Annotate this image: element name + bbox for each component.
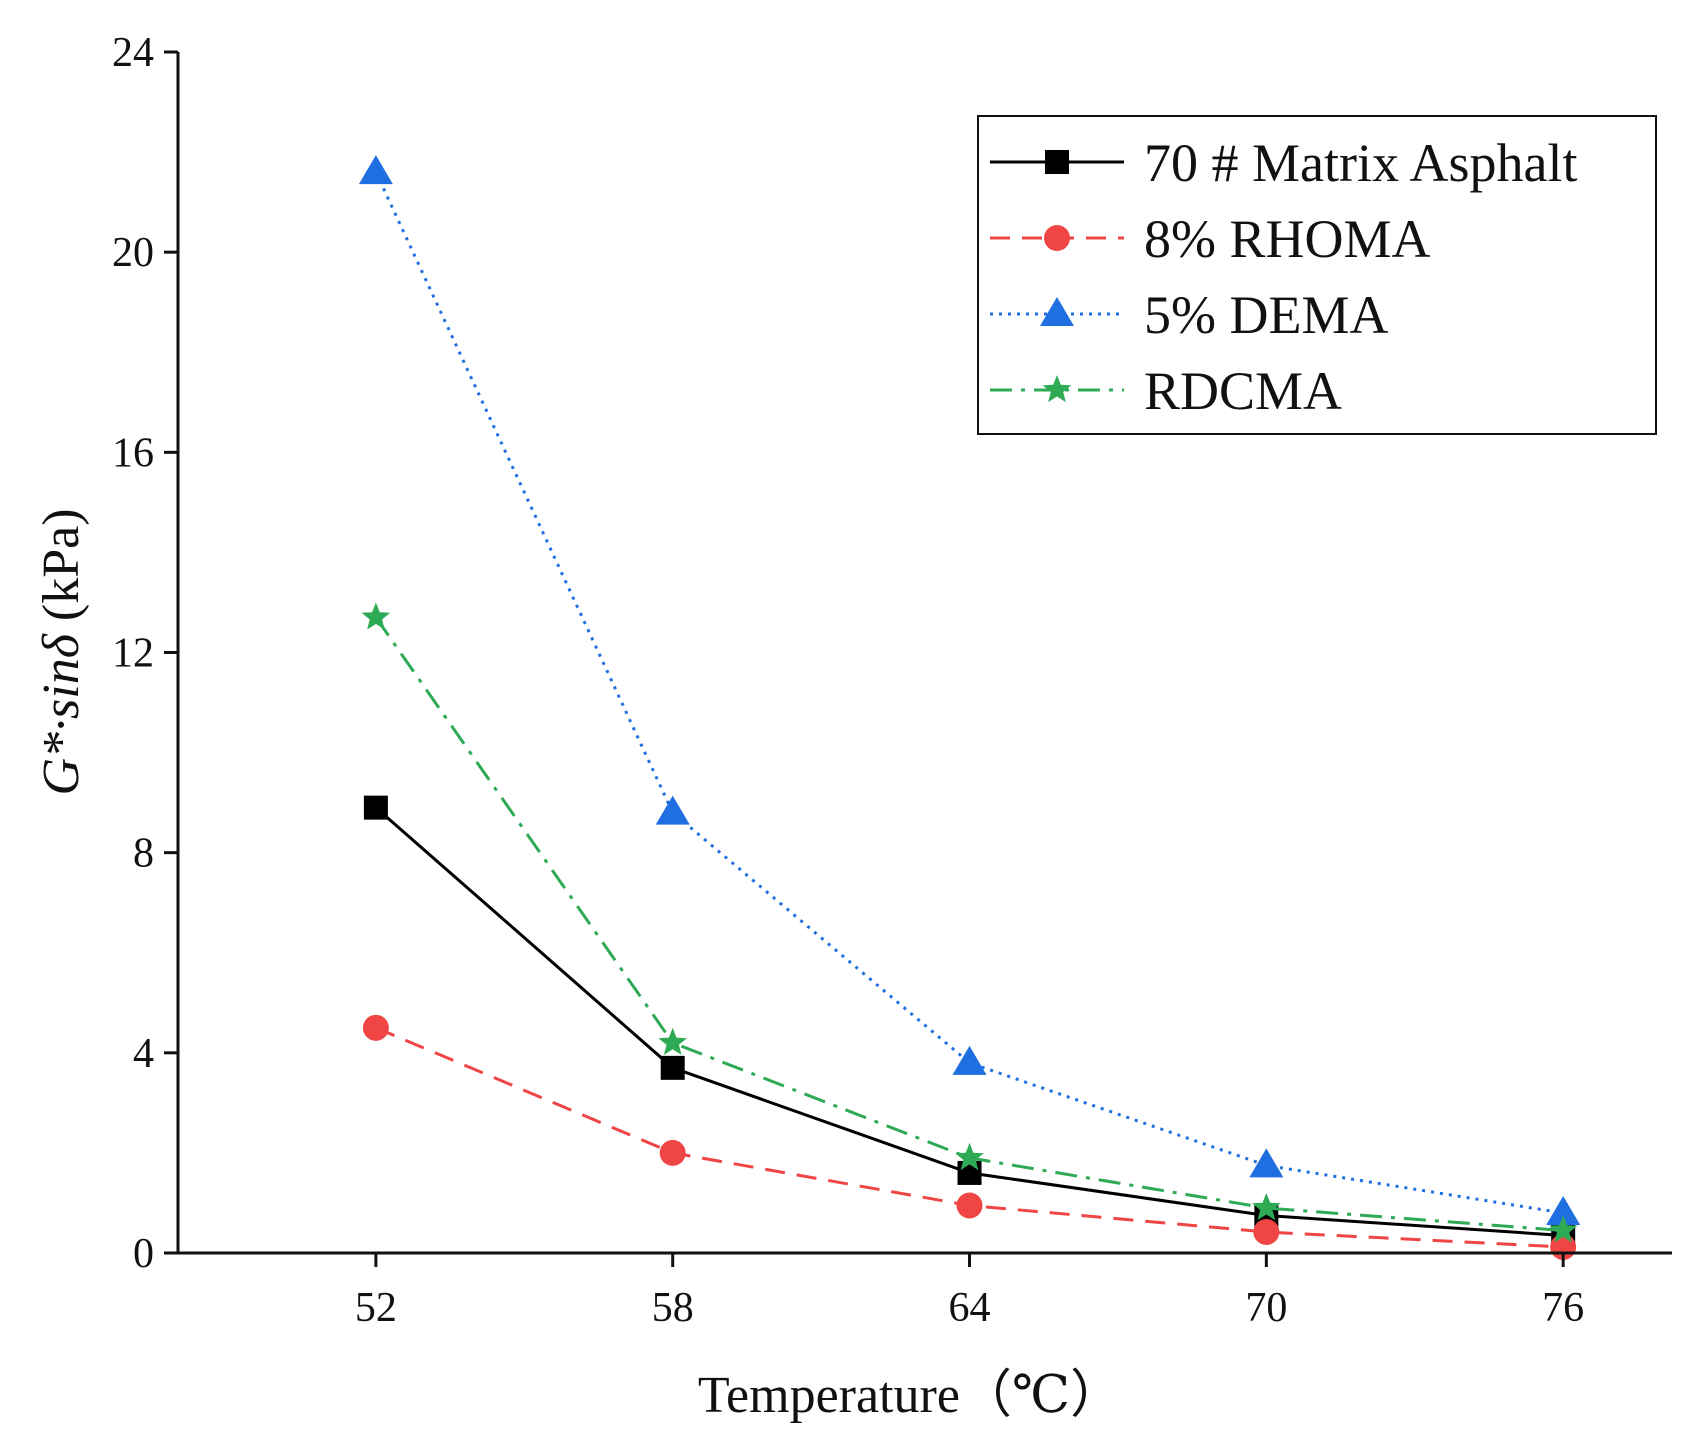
data-point-marker [362,1014,389,1041]
legend-label: RDCMA [1144,361,1342,421]
series-line [374,616,1564,1232]
x-tick-label: 64 [949,1285,991,1331]
y-axis-title: G*·sinδ (kPa) [33,508,90,795]
data-point-marker [1252,1193,1281,1221]
y-tick-label: 20 [112,230,154,276]
series-square [363,795,1576,1248]
y-tick-label: 8 [133,831,154,877]
data-point-marker [1253,1218,1280,1245]
x-tick-label: 76 [1542,1285,1584,1331]
x-axis-title: Temperature（℃） [698,1367,1122,1424]
y-tick-label: 12 [112,631,154,677]
y-axis-title-main: G*·sinδ [33,633,90,795]
legend-marker [1040,297,1074,326]
y-tick-label: 24 [112,30,154,76]
series-triangle [358,155,1581,1225]
data-point-marker [660,1055,685,1080]
data-point-marker [956,1192,983,1219]
data-point-marker [952,1045,987,1075]
y-tick-label: 16 [112,430,154,476]
y-tick-label: 4 [133,1031,154,1077]
legend-marker [1042,375,1072,403]
data-point-marker [655,795,690,825]
data-point-marker [1548,1215,1578,1243]
data-point-marker [1546,1195,1581,1225]
legend-box [977,115,1657,435]
legend-marker [1044,225,1070,251]
x-tick-label: 70 [1245,1285,1287,1331]
legend: 70 # Matrix Asphalt 8% RHOMA 5% DEMA RDCMA [977,115,1657,435]
series-star [361,602,1578,1243]
tick-layer: 0 4 8 12 16 20 24 52 58 64 70 76 [112,30,1584,1331]
data-point-marker [1249,1148,1284,1178]
data-point-marker [955,1142,984,1171]
data-point-marker [658,1027,687,1055]
data-point-marker [361,602,391,630]
series-line [374,171,1564,1215]
legend-label: 70 # Matrix Asphalt [1144,133,1577,193]
data-point-marker [957,1160,982,1185]
data-point-marker [659,1139,686,1166]
y-axis-title-unit: (kPa) [33,508,90,634]
data-point-marker [363,795,388,820]
legend-label: 5% DEMA [1144,285,1388,345]
legend-label: 8% RHOMA [1144,209,1431,269]
y-tick-label: 0 [133,1231,154,1277]
data-point-marker [358,155,393,185]
x-tick-label: 52 [355,1285,397,1331]
legend-marker [1045,150,1069,174]
x-tick-label: 58 [652,1285,694,1331]
